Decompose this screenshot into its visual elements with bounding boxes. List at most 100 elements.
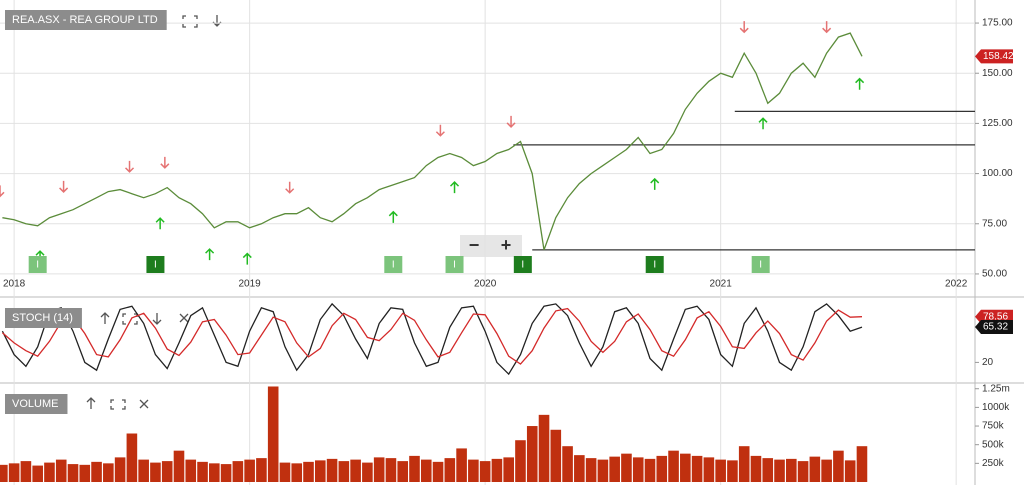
volume-bar [609, 456, 620, 482]
close-icon[interactable] [179, 313, 189, 323]
volume-bar [597, 459, 609, 482]
volume-bar [362, 462, 373, 482]
volume-bar [67, 464, 79, 482]
sell-signal [739, 21, 749, 34]
zoom-in-button[interactable]: + [501, 235, 512, 255]
volume-bar [185, 459, 197, 482]
volume-bar [703, 457, 715, 482]
event-box [751, 256, 770, 273]
panel-header: VOLUME [5, 394, 68, 414]
volume-bar [727, 460, 738, 482]
event-box [384, 256, 403, 273]
volume-bar [432, 461, 444, 482]
volume-bar [314, 460, 326, 482]
volume-bar [833, 450, 844, 482]
buy-signal [650, 177, 660, 190]
volume-bar [585, 458, 597, 482]
volume-bar [350, 459, 361, 482]
volume-bar [715, 459, 726, 482]
x-tick-label: 2021 [710, 279, 733, 290]
event-label: I [521, 260, 524, 271]
series-line [2, 32, 863, 251]
volume-bar [267, 386, 279, 482]
volume-bar [844, 460, 856, 482]
y-tick-label: 250k [982, 458, 1005, 469]
volume-bar [691, 455, 703, 482]
volume-icons[interactable] [86, 397, 149, 410]
volume-bar [456, 448, 467, 482]
volume-bar [279, 462, 291, 482]
up-icon[interactable] [86, 397, 96, 409]
volume-bar [550, 429, 562, 482]
event-label: I [653, 260, 656, 271]
buy-signal [449, 181, 460, 194]
volume-bar [0, 464, 8, 482]
x-tick-label: 2019 [239, 279, 262, 290]
last-value-label: 65.32 [983, 322, 1008, 333]
volume-bar [232, 461, 244, 482]
fullscreen-icon[interactable] [182, 15, 198, 28]
zoom-controls [460, 235, 522, 257]
buy-signal [242, 252, 252, 265]
volume-bar [244, 459, 255, 482]
event-box [445, 256, 464, 273]
event-box [645, 256, 664, 273]
series-line [1, 307, 863, 365]
event-box [513, 256, 532, 273]
last-value-tag [975, 320, 1013, 335]
sell-signal [822, 21, 832, 34]
zoom-out-button[interactable]: − [469, 235, 480, 255]
event-label: I [453, 260, 456, 271]
volume-bar [161, 461, 173, 482]
y-tick-label: 175.00 [982, 18, 1013, 29]
volume-bar [197, 461, 208, 482]
x-tick-label: 2020 [474, 279, 497, 290]
volume-bar [856, 446, 868, 482]
last-value-label: 78.56 [983, 311, 1008, 322]
volume-bar [32, 465, 43, 482]
event-label: I [392, 260, 395, 271]
header-box [5, 394, 68, 414]
event-label: I [154, 260, 157, 271]
sell-signal [59, 180, 69, 193]
volume-bar [632, 457, 644, 482]
header-box [5, 10, 167, 30]
event-label: I [36, 260, 39, 271]
volume-bar [468, 459, 479, 482]
event-box [28, 256, 47, 273]
fullscreen-icon[interactable] [110, 399, 126, 410]
volume-bar [750, 455, 762, 482]
volume-bar [373, 457, 385, 482]
volume-bar [220, 464, 232, 482]
volume-bar [574, 455, 585, 482]
y-tick-label: 1000k [982, 402, 1010, 413]
volume-bar [644, 458, 656, 482]
sell-signal [506, 115, 516, 128]
volume-bar [444, 458, 456, 482]
volume-bar [479, 461, 491, 482]
volume-bar [150, 462, 161, 482]
up-icon[interactable] [100, 312, 110, 324]
panel-title: STOCH (14) [12, 312, 73, 324]
volume-bar [291, 463, 303, 482]
volume-bar [738, 446, 750, 482]
y-tick-label: 125.00 [982, 118, 1013, 129]
volume-bar [91, 461, 102, 482]
close-icon[interactable] [139, 399, 149, 409]
volume-bar [621, 453, 632, 482]
buy-signal [855, 77, 865, 90]
volume-bar [326, 458, 338, 482]
down-icon[interactable] [152, 313, 162, 325]
header-box [5, 308, 82, 328]
volume-bar [103, 463, 114, 482]
volume-bar [491, 458, 503, 482]
x-tick-label: 2018 [3, 279, 26, 290]
x-tick-label: 2022 [945, 279, 968, 290]
volume-bar [209, 463, 220, 482]
panel-title: VOLUME [12, 398, 58, 410]
volume-bar [515, 440, 526, 482]
buy-signal [388, 210, 398, 223]
y-tick-label: 20 [982, 357, 994, 368]
